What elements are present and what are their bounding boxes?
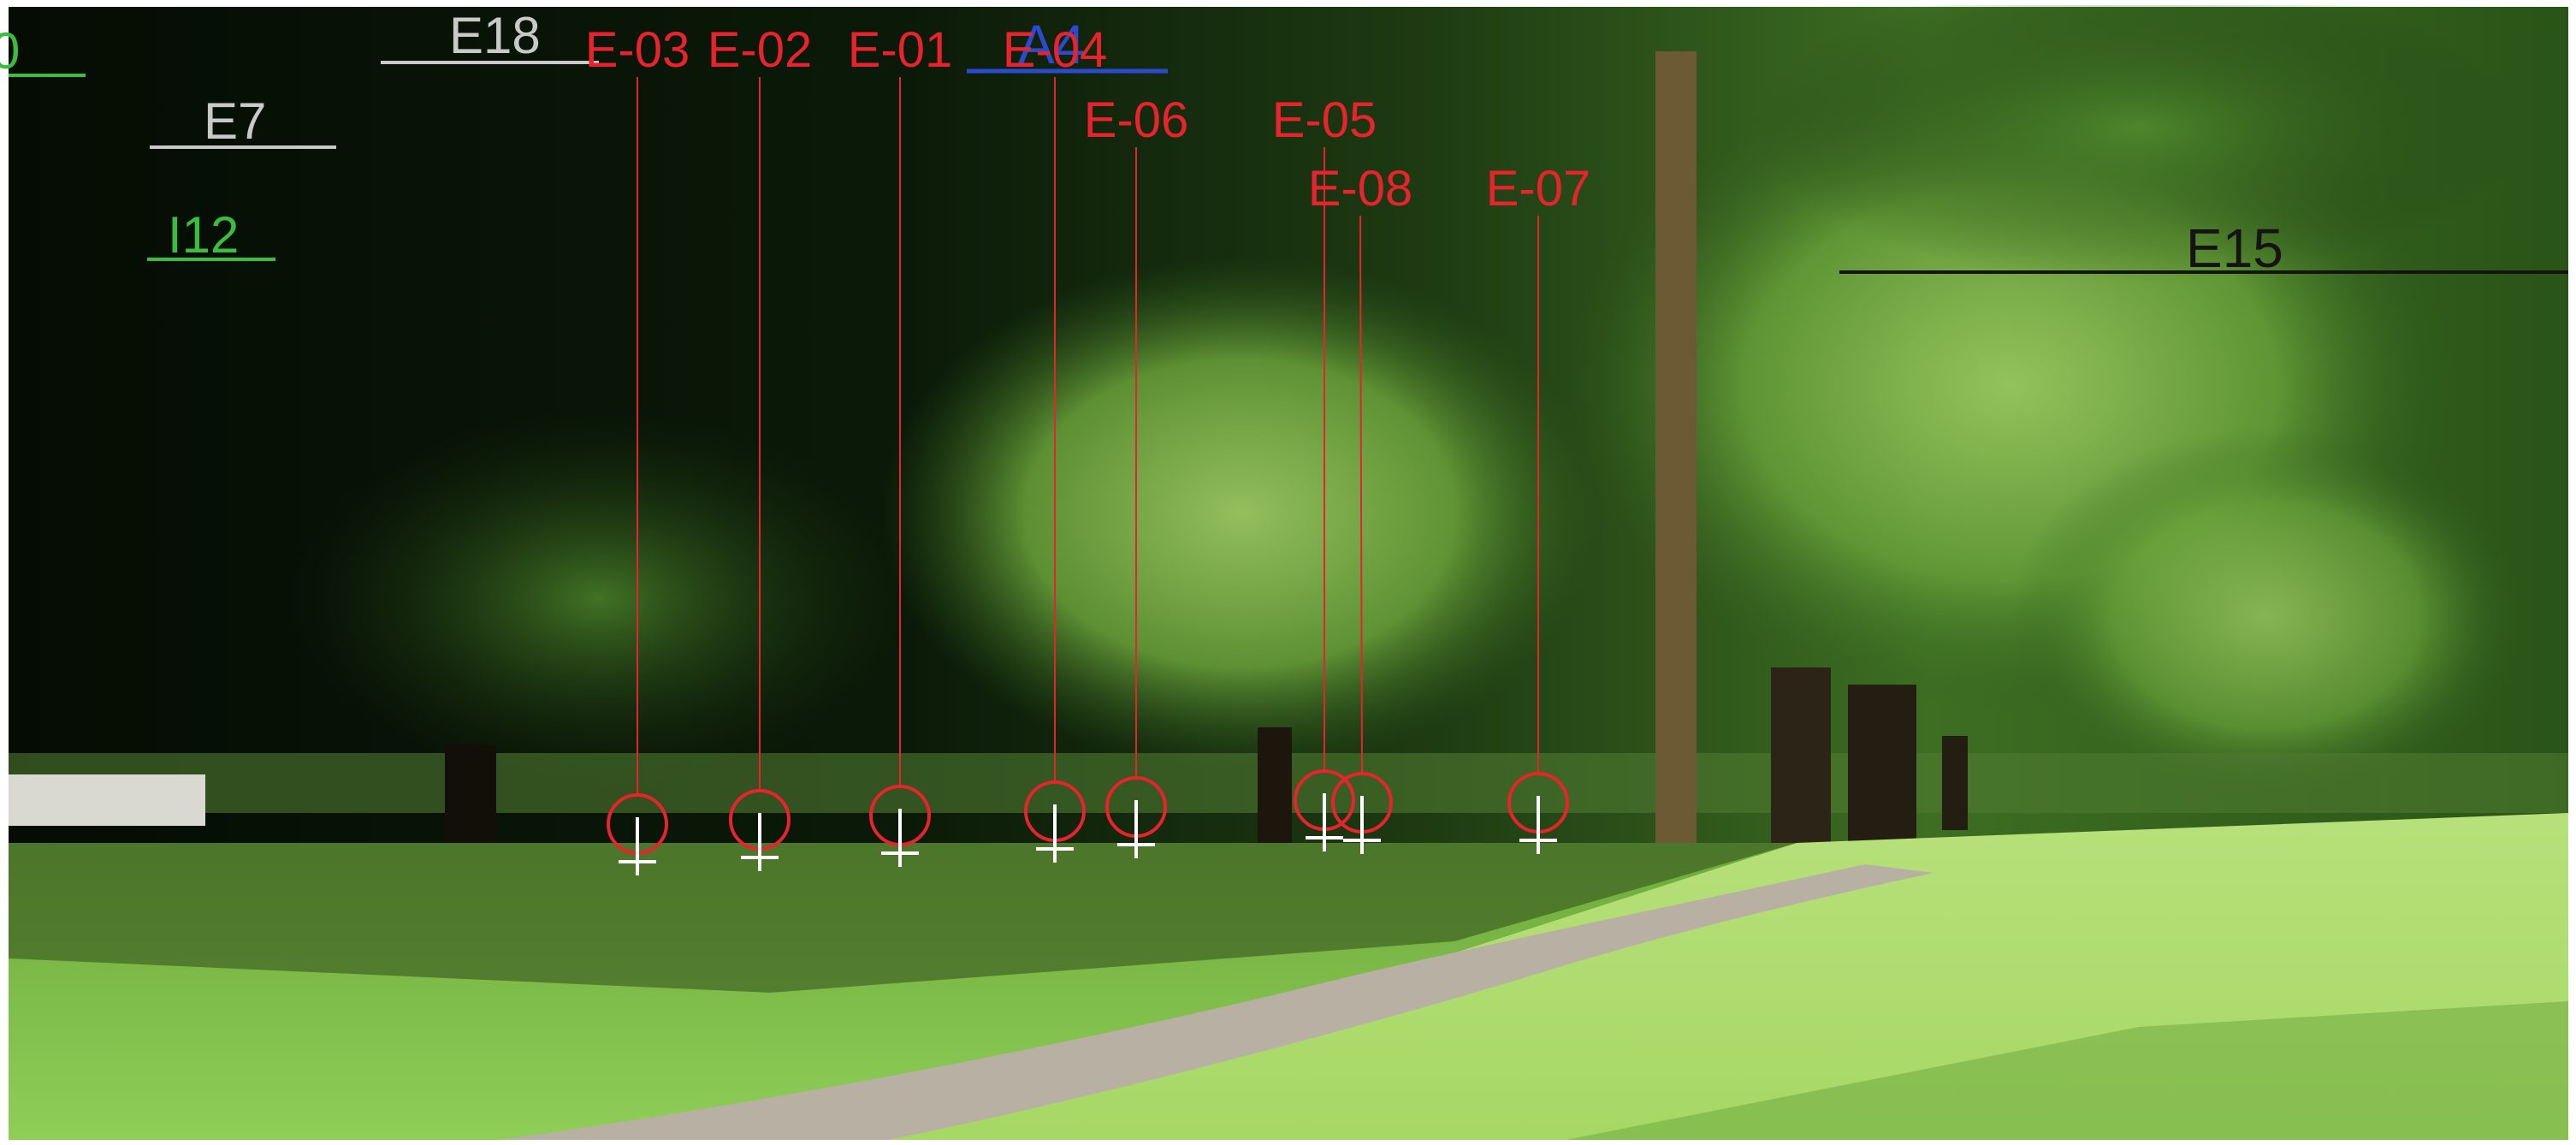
tree-trunk — [1848, 685, 1916, 847]
shadow-band — [9, 843, 1797, 993]
tree-trunk — [1655, 51, 1697, 864]
partial-green-label: 0 — [0, 22, 20, 80]
tree-marker-e-08: E-08 — [1308, 161, 1413, 854]
tree-marker-e-06: E-06 — [1084, 92, 1189, 858]
tree-marker-leader-line — [1359, 215, 1363, 773]
tree-marker-e-05: E-05 — [1272, 92, 1377, 851]
tree-marker-label: E-03 — [585, 22, 690, 78]
tree-trunk — [445, 745, 496, 847]
tree-trunk — [1942, 736, 1968, 830]
tree-trunk — [1258, 727, 1292, 856]
i12-label: I12 — [168, 206, 239, 264]
tree-marker-e-07: E-07 — [1486, 161, 1591, 854]
foliage-top-right — [1754, 0, 2524, 282]
foliage-mid-left — [291, 411, 907, 787]
lit-foliage-far-right — [2010, 428, 2524, 804]
tree-marker-label: E-07 — [1486, 161, 1591, 217]
tree-marker-label: E-02 — [708, 22, 813, 78]
tree-marker-label: E-05 — [1272, 92, 1377, 148]
lit-foliage-center — [881, 257, 1600, 770]
a4-label: A4 — [1018, 14, 1085, 75]
tree-marker-label: E-08 — [1308, 161, 1413, 217]
tree-marker-label: E-01 — [848, 22, 953, 78]
tree-marker-label: E-04 — [1003, 22, 1108, 78]
tree-marker-e-03: E-03 — [585, 22, 690, 875]
distant-path-left — [9, 774, 205, 826]
tree-trunk — [1771, 667, 1831, 847]
tree-marker-label: E-06 — [1084, 92, 1189, 148]
e7-label: E7 — [204, 92, 266, 150]
tree-markers: E-03 E-02 E-01 E-04 E-06 E-05 E-08 E-07 — [585, 22, 1591, 875]
e15-label: E15 — [2186, 217, 2283, 279]
tree-marker-e-02: E-02 — [708, 22, 813, 871]
tree-marker-e-04: E-04 — [1003, 22, 1108, 863]
gravel-path — [462, 864, 1933, 1145]
e18-label: E18 — [449, 7, 541, 64]
shadow-lower-right — [1540, 1001, 2568, 1145]
tree-marker-e-01: E-01 — [848, 22, 953, 867]
reference-labels: E18 E7 I12 0 A4 E15 — [0, 7, 2568, 279]
